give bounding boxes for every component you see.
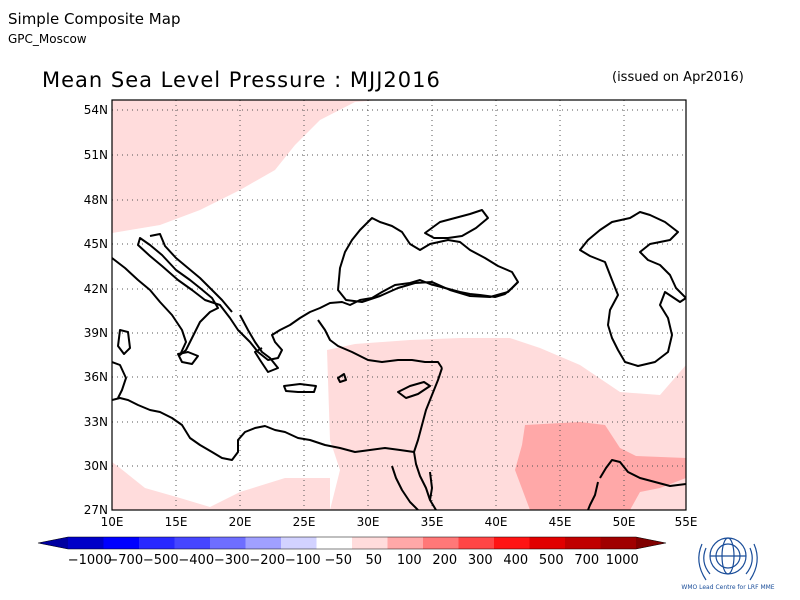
lon-label: 50E	[613, 515, 636, 529]
legend-label: 500	[539, 553, 564, 568]
lat-axis: 54N 51N 48N 45N 42N 39N 36N 33N 30N 27N	[84, 103, 108, 517]
legend-swatch	[210, 537, 246, 549]
legend-label: −700	[107, 553, 143, 568]
lon-label: 55E	[675, 515, 698, 529]
legend-swatch	[316, 537, 353, 549]
legend-label: −50	[325, 553, 352, 568]
legend-label: −1000	[68, 553, 112, 568]
coast-tunisia	[112, 361, 127, 399]
island-crete	[283, 383, 317, 393]
legend-outline	[37, 536, 667, 550]
app-title: Simple Composite Map	[8, 10, 181, 28]
legend-label: 1000	[606, 553, 639, 568]
legend-colorbar	[37, 536, 667, 550]
legend-swatch	[68, 537, 104, 549]
legend-swatch	[565, 537, 601, 549]
shade-southwest	[112, 462, 330, 510]
lon-axis: 10E 15E 20E 25E 30E 35E 40E 45E 50E 55E	[101, 515, 698, 529]
legend-swatch	[494, 537, 530, 549]
coast-caspian	[579, 211, 686, 367]
legend-swatch	[281, 537, 317, 549]
lon-label: 25E	[293, 515, 316, 529]
coast-gulf-west	[587, 481, 599, 510]
legend-label: −500	[143, 553, 179, 568]
shade-arabia	[515, 422, 686, 510]
lat-label: 36N	[84, 370, 108, 384]
coast-persian-gulf	[599, 459, 686, 487]
legend-swatch	[139, 537, 175, 549]
island-cyprus	[397, 381, 431, 399]
coast-crimea	[424, 209, 489, 239]
grid-lines	[112, 100, 686, 510]
legend-label: 700	[574, 553, 599, 568]
legend-label: 100	[397, 553, 422, 568]
coast-red-sea	[391, 465, 419, 510]
legend-label: 300	[468, 553, 493, 568]
lat-label: 42N	[84, 282, 108, 296]
island-sardinia	[117, 329, 131, 355]
legend-label: −400	[178, 553, 214, 568]
logo-caption: WMO Lead Centre for LRF MME	[681, 584, 775, 591]
plot-frame	[111, 99, 687, 511]
legend-label: 200	[432, 553, 457, 568]
lat-label: 30N	[84, 459, 108, 473]
legend-swatch	[174, 537, 211, 549]
legend-swatch	[600, 537, 637, 549]
island-rhodes	[337, 373, 347, 383]
lon-label: 15E	[165, 515, 188, 529]
legend-high-arrow	[636, 537, 666, 549]
coastlines	[112, 209, 686, 510]
lon-label: 40E	[485, 515, 508, 529]
issued-label: (issued on Apr2016)	[612, 70, 744, 85]
lon-label: 45E	[549, 515, 572, 529]
legend-label: −300	[214, 553, 250, 568]
coast-aqaba	[429, 471, 433, 501]
legend-label: −100	[285, 553, 321, 568]
coast-turkey	[317, 319, 443, 369]
coast-black-sea	[337, 217, 519, 303]
legend-label: 400	[503, 553, 528, 568]
legend-swatch	[352, 537, 388, 549]
lat-label: 54N	[84, 103, 108, 117]
legend-swatch	[245, 537, 282, 549]
lat-label: 39N	[84, 326, 108, 340]
lon-label: 30E	[357, 515, 380, 529]
lat-label: 45N	[84, 237, 108, 251]
legend-swatch	[458, 537, 495, 549]
legend-swatch	[387, 537, 424, 549]
island-sicily	[177, 351, 199, 365]
coast-adriatic	[149, 233, 233, 313]
shade-north	[112, 100, 380, 233]
lat-label: 27N	[84, 503, 108, 517]
wmo-logo-icon	[698, 537, 758, 581]
lat-label: 33N	[84, 415, 108, 429]
legend-swatch	[529, 537, 566, 549]
coast-greece	[239, 314, 279, 373]
lat-label: 51N	[84, 148, 108, 162]
lon-label: 35E	[421, 515, 444, 529]
legend-swatch	[423, 537, 459, 549]
app-subtitle: GPC_Moscow	[8, 32, 87, 46]
anomaly-fields	[112, 100, 686, 510]
legend-swatch	[103, 537, 140, 549]
coast-north-africa	[112, 367, 443, 461]
coast-sinai	[413, 451, 437, 510]
lon-label: 20E	[229, 515, 252, 529]
legend-labels: −1000−700 −500 −400 −300 −200 −100 −50 50 100 200…	[68, 553, 639, 568]
legend-label: −200	[249, 553, 285, 568]
lat-label: 48N	[84, 193, 108, 207]
legend-label: 50	[365, 553, 382, 568]
legend-low-arrow	[38, 537, 68, 549]
coast-europe	[112, 237, 519, 361]
lon-label: 10E	[101, 515, 124, 529]
map-title: Mean Sea Level Pressure : MJJ2016	[42, 68, 441, 92]
